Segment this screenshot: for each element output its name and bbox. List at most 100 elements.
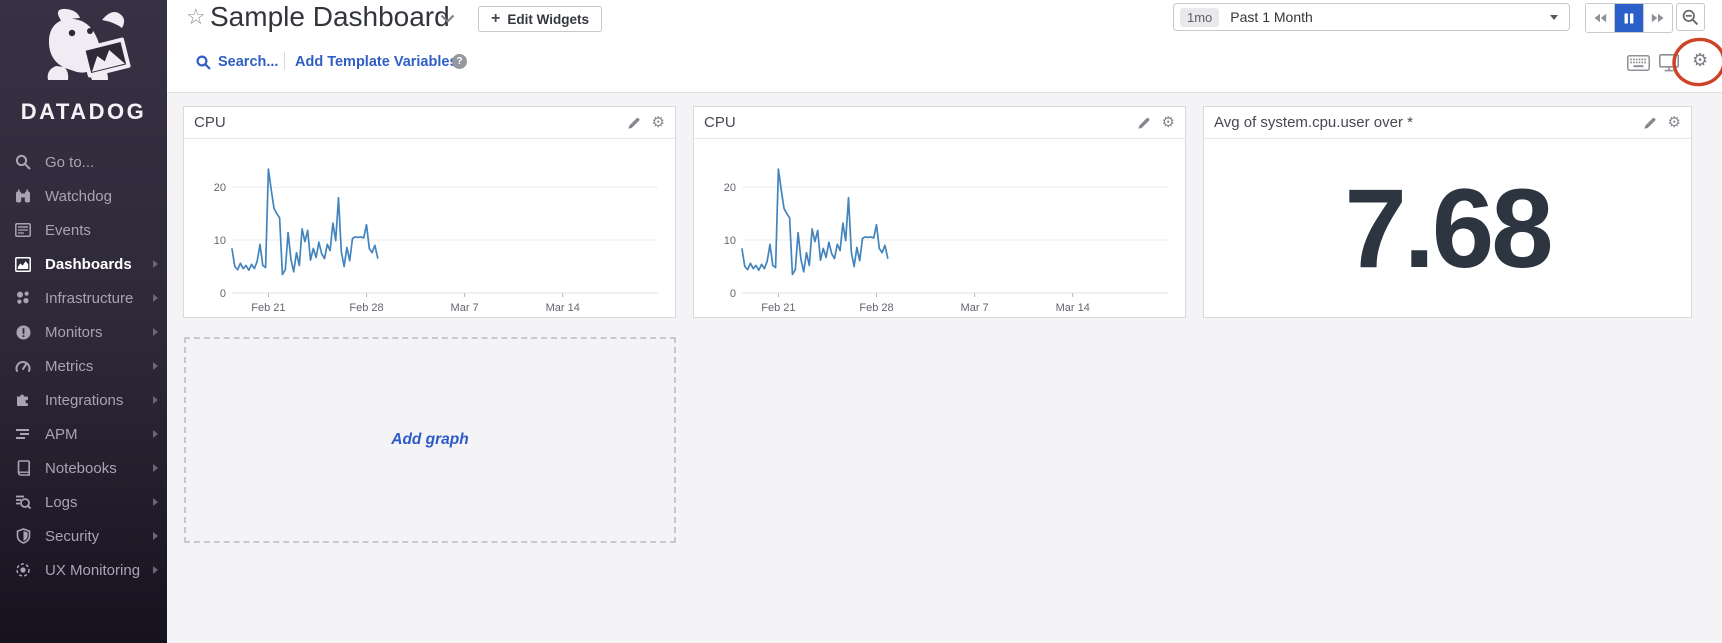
- gear-icon[interactable]: ⚙: [1667, 114, 1681, 131]
- pause-icon: [1624, 13, 1634, 23]
- keyboard-icon[interactable]: [1627, 55, 1650, 71]
- gear-icon[interactable]: ⚙: [1161, 114, 1175, 131]
- target-icon: [14, 562, 32, 579]
- zoom-out-button[interactable]: [1676, 3, 1705, 31]
- widget-actions: ⚙: [1643, 115, 1681, 130]
- sidebar-item-label: Infrastructure: [45, 289, 134, 307]
- sidebar-item-logs[interactable]: Logs: [0, 485, 167, 519]
- rewind-icon: [1594, 13, 1607, 23]
- sidebar-item-label: Logs: [45, 493, 78, 511]
- widget-actions: ⚙: [1137, 115, 1175, 130]
- sidebar-item-events[interactable]: Events: [0, 213, 167, 247]
- plus-icon: +: [491, 10, 501, 27]
- sidebar-item-label: Notebooks: [45, 459, 117, 477]
- sidebar-item-label: Monitors: [45, 323, 103, 341]
- x-tick-label: Mar 14: [546, 302, 580, 314]
- widget-actions: ⚙: [627, 115, 665, 130]
- dashboard-header: ☆ Sample Dashboard + Edit Widgets Search…: [167, 0, 1722, 93]
- events-list-icon: [14, 222, 32, 239]
- sidebar-item-infrastructure[interactable]: Infrastructure: [0, 281, 167, 315]
- edit-pencil-icon[interactable]: [1643, 116, 1657, 130]
- y-tick-label: 10: [724, 235, 736, 247]
- y-tick-label: 10: [214, 235, 226, 247]
- x-tick-label: Feb 21: [251, 302, 285, 314]
- widget-cpu-2: CPU ⚙ 0 10 20 Feb 21 Feb 28 Mar 7 Mar 14: [693, 106, 1186, 318]
- submenu-chevron-icon: [153, 566, 158, 574]
- query-value-body: 7.68: [1204, 139, 1691, 318]
- sidebar-item-label: Go to...: [45, 153, 95, 171]
- sidebar-item-security[interactable]: Security: [0, 519, 167, 553]
- x-tick-label: Feb 28: [349, 302, 383, 314]
- gear-icon[interactable]: ⚙: [651, 114, 665, 131]
- trace-lines-icon: [14, 426, 32, 443]
- puzzle-icon: [14, 392, 32, 409]
- sidebar-item-label: Watchdog: [45, 187, 112, 205]
- widget-header: CPU ⚙: [694, 107, 1185, 139]
- widget-cpu-1: CPU ⚙ 0 10 20 Feb 21 Feb 28 Mar 7 Mar 14: [183, 106, 676, 318]
- submenu-chevron-icon: [153, 362, 158, 370]
- page-title: Sample Dashboard: [210, 1, 450, 32]
- playback-controls: [1585, 3, 1673, 33]
- sidebar-item-metrics[interactable]: Metrics: [0, 349, 167, 383]
- edit-pencil-icon[interactable]: [1137, 116, 1151, 130]
- gauge-icon: [14, 358, 32, 375]
- series-system.cpu.user: [231, 168, 379, 276]
- sidebar-item-apm[interactable]: APM: [0, 417, 167, 451]
- sidebar-item-label: Security: [45, 527, 100, 545]
- brand-wordmark: DATADOG: [20, 99, 147, 124]
- caret-down-icon: [1550, 14, 1558, 20]
- widget-header: Avg of system.cpu.user over * ⚙: [1204, 107, 1691, 139]
- gear-icon[interactable]: ⚙: [1692, 50, 1709, 70]
- question-help-icon[interactable]: ?: [452, 54, 467, 69]
- add-template-variables-link[interactable]: Add Template Variables: [295, 54, 458, 70]
- x-tick-label: Mar 14: [1056, 302, 1090, 314]
- sidebar-item-integrations[interactable]: Integrations: [0, 383, 167, 417]
- sidebar-item-watchdog[interactable]: Watchdog: [0, 179, 167, 213]
- add-graph-dropzone[interactable]: Add graph: [184, 337, 676, 543]
- x-tick-label: Feb 21: [761, 302, 795, 314]
- time-range-selector[interactable]: 1mo Past 1 Month: [1173, 3, 1570, 31]
- widget-title: CPU: [704, 114, 736, 131]
- sidebar-item-label: Integrations: [45, 391, 124, 409]
- timeseries-chart: 0 10 20 Feb 21 Feb 28 Mar 7 Mar 14: [694, 139, 1185, 318]
- shield-icon: [14, 528, 32, 545]
- edit-pencil-icon[interactable]: [627, 116, 641, 130]
- pause-button[interactable]: [1615, 4, 1644, 32]
- binoculars-icon: [14, 188, 32, 205]
- rewind-button[interactable]: [1586, 4, 1615, 32]
- search-label: Search...: [218, 54, 279, 70]
- chevron-down-icon[interactable]: [439, 12, 456, 25]
- submenu-chevron-icon: [153, 430, 158, 438]
- sidebar-item-label: Dashboards: [45, 255, 132, 273]
- widget-header: CPU ⚙: [184, 107, 675, 139]
- sidebar-item-notebooks[interactable]: Notebooks: [0, 451, 167, 485]
- sidebar: DATADOG Go to... Watchdog Events Dashboards…: [0, 0, 167, 643]
- x-tick-label: Mar 7: [961, 302, 989, 314]
- alert-circle-icon: [14, 324, 32, 341]
- time-range-badge: 1mo: [1180, 7, 1220, 27]
- cpu-chart-svg: 0 10 20 Feb 21 Feb 28 Mar 7 Mar 14: [724, 168, 1168, 314]
- forward-button[interactable]: [1644, 4, 1672, 32]
- sidebar-item-dashboards[interactable]: Dashboards: [0, 247, 167, 281]
- sidebar-item-go-to[interactable]: Go to...: [0, 145, 167, 179]
- search-icon: [14, 154, 32, 171]
- submenu-chevron-icon: [153, 294, 158, 302]
- monitor-icon[interactable]: [1659, 54, 1679, 72]
- widget-title: CPU: [194, 114, 226, 131]
- sidebar-item-ux-monitoring[interactable]: UX Monitoring: [0, 553, 167, 587]
- notebook-icon: [14, 460, 32, 477]
- dashboard-search-link[interactable]: Search...: [196, 54, 278, 70]
- cpu-chart-svg: 0 10 20 Feb 21 Feb 28 Mar 7 Mar 14: [214, 168, 658, 314]
- zoom-out-icon: [1682, 9, 1699, 25]
- sidebar-item-monitors[interactable]: Monitors: [0, 315, 167, 349]
- sidebar-nav: Go to... Watchdog Events Dashboards Infrastr…: [0, 145, 167, 587]
- time-range-label: Past 1 Month: [1230, 9, 1313, 25]
- submenu-chevron-icon: [153, 532, 158, 540]
- datadog-logo[interactable]: DATADOG: [0, 0, 167, 125]
- edit-widgets-label: Edit Widgets: [507, 11, 589, 27]
- edit-widgets-button[interactable]: + Edit Widgets: [478, 6, 602, 32]
- submenu-chevron-icon: [153, 498, 158, 506]
- widget-query-value: Avg of system.cpu.user over * ⚙ 7.68: [1203, 106, 1692, 318]
- area-chart-icon: [14, 256, 32, 273]
- star-icon[interactable]: ☆: [186, 4, 206, 29]
